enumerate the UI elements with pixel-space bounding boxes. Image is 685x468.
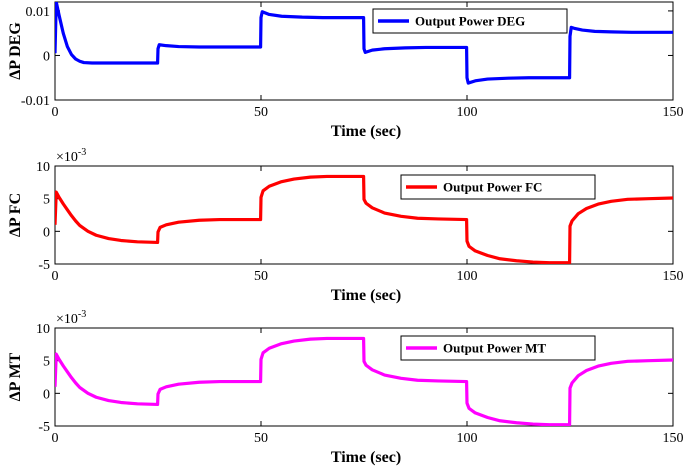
legend-label: Output Power MT (443, 341, 546, 356)
y-tick-label: 0 (43, 49, 50, 64)
x-tick-label: 50 (254, 431, 268, 446)
x-tick-label: 50 (254, 105, 268, 120)
y-exponent-label: ×10-3 (56, 147, 86, 165)
series-line-output-power-deg (55, 2, 673, 85)
y-tick-label: 10 (36, 160, 50, 175)
y-tick-label: 10 (36, 322, 50, 337)
y-axis-label: ΔP FC (7, 193, 24, 237)
x-tick-label: 0 (52, 105, 59, 120)
y-axis-label: ΔP MT (7, 352, 24, 401)
y-tick-label: 0.01 (26, 5, 51, 20)
x-tick-label: 150 (663, 269, 684, 284)
legend: Output Power FC (400, 174, 596, 200)
legend-label: Output Power FC (443, 180, 542, 195)
x-axis-label: Time (sec) (331, 123, 401, 140)
x-tick-label: 50 (254, 269, 268, 284)
y-tick-label: 0 (43, 225, 50, 240)
legend-label: Output Power DEG (415, 14, 525, 29)
y-tick-label: -5 (38, 420, 50, 435)
y-tick-label: 0 (43, 387, 50, 402)
x-tick-label: 150 (663, 431, 684, 446)
y-tick-label: 5 (43, 355, 50, 370)
x-tick-label: 100 (457, 105, 478, 120)
x-tick-label: 100 (457, 431, 478, 446)
series-line-output-power-mt (55, 336, 673, 426)
y-axis-label: ΔP DEG (7, 22, 24, 80)
series-line-output-power-fc (55, 174, 673, 264)
x-tick-label: 150 (663, 105, 684, 120)
x-axis-label: Time (sec) (331, 449, 401, 466)
legend: Output Power MT (400, 335, 596, 361)
x-axis-label: Time (sec) (331, 287, 401, 304)
x-tick-label: 0 (52, 269, 59, 284)
x-tick-label: 0 (52, 431, 59, 446)
y-tick-label: -5 (38, 258, 50, 273)
y-tick-label: -0.01 (21, 94, 50, 109)
legend: Output Power DEG (372, 8, 568, 34)
y-tick-label: 5 (43, 193, 50, 208)
y-exponent-label: ×10-3 (56, 309, 86, 327)
x-tick-label: 100 (457, 269, 478, 284)
